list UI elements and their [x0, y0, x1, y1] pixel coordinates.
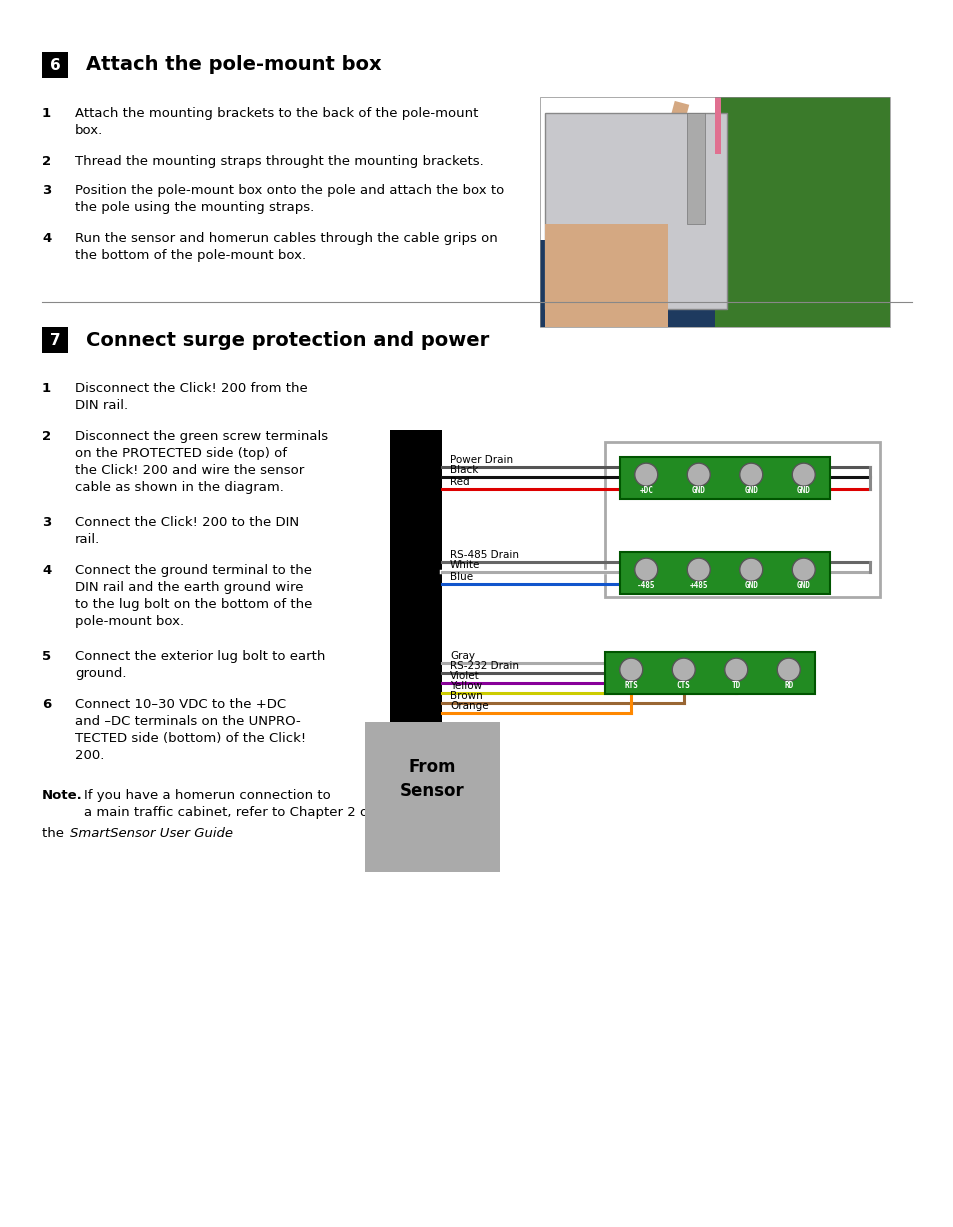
Text: Disconnect the Click! 200 from the
DIN rail.: Disconnect the Click! 200 from the DIN r… [75, 382, 308, 412]
Circle shape [619, 658, 642, 681]
Bar [604, 442, 879, 598]
Bar [365, 721, 499, 872]
Circle shape [724, 658, 747, 681]
Bar [714, 97, 720, 155]
Text: -485: -485 [637, 582, 655, 590]
Text: 6: 6 [42, 698, 51, 710]
Bar [539, 97, 889, 328]
Text: Brown: Brown [450, 691, 482, 701]
Text: 3: 3 [42, 184, 51, 198]
Text: CTS: CTS [676, 681, 690, 690]
Text: Blue: Blue [450, 572, 473, 582]
Bar [619, 552, 829, 594]
Bar [714, 97, 889, 328]
Bar [42, 52, 68, 79]
Text: 5: 5 [42, 650, 51, 663]
Text: Attach the mounting brackets to the back of the pole-mount
box.: Attach the mounting brackets to the back… [75, 107, 477, 137]
Text: 7: 7 [50, 333, 60, 347]
Text: +485: +485 [689, 582, 707, 590]
Circle shape [672, 658, 695, 681]
Bar [644, 101, 688, 216]
Text: Attach the pole-mount box: Attach the pole-mount box [86, 55, 381, 75]
Text: Power Drain: Power Drain [450, 455, 513, 465]
Text: Run the sensor and homerun cables through the cable grips on
the bottom of the p: Run the sensor and homerun cables throug… [75, 232, 497, 263]
Circle shape [739, 558, 762, 582]
Text: RS-232 Drain: RS-232 Drain [450, 661, 518, 671]
Bar [42, 328, 68, 353]
Text: Connect surge protection and power: Connect surge protection and power [86, 330, 489, 350]
Text: White: White [450, 560, 480, 571]
Bar [619, 456, 829, 499]
Text: Gray: Gray [450, 652, 475, 661]
Text: Disconnect the green screw terminals
on the PROTECTED side (top) of
the Click! 2: Disconnect the green screw terminals on … [75, 429, 328, 494]
Text: GND: GND [691, 486, 705, 494]
Text: RD: RD [783, 681, 793, 690]
Text: Connect the ground terminal to the
DIN rail and the earth ground wire
to the lug: Connect the ground terminal to the DIN r… [75, 564, 312, 628]
Bar [544, 223, 667, 328]
Text: Connect the exterior lug bolt to earth
ground.: Connect the exterior lug bolt to earth g… [75, 650, 325, 680]
Text: 1: 1 [42, 107, 51, 120]
Circle shape [634, 463, 657, 486]
Bar [390, 442, 441, 721]
Text: Black: Black [450, 465, 477, 475]
Text: 6: 6 [50, 58, 60, 72]
Text: +DC: +DC [639, 486, 653, 494]
Text: Yellow: Yellow [450, 681, 481, 691]
Bar [604, 652, 814, 694]
Bar [390, 595, 441, 652]
Text: Connect 10–30 VDC to the +DC
and –DC terminals on the UNPRO-
TECTED side (bottom: Connect 10–30 VDC to the +DC and –DC ter… [75, 698, 306, 762]
Circle shape [791, 558, 815, 582]
Circle shape [791, 463, 815, 486]
Text: Red: Red [450, 477, 469, 487]
Bar [686, 113, 704, 223]
Circle shape [634, 558, 657, 582]
Text: 1: 1 [42, 382, 51, 395]
Text: 2: 2 [42, 429, 51, 443]
Text: GND: GND [743, 486, 758, 494]
Text: RS-485 Drain: RS-485 Drain [450, 550, 518, 560]
Circle shape [777, 658, 800, 681]
Text: From
Sensor: From Sensor [399, 757, 464, 800]
Text: RTS: RTS [623, 681, 638, 690]
Text: .: . [225, 827, 229, 840]
Bar [539, 239, 889, 328]
Text: 3: 3 [42, 517, 51, 529]
Bar [544, 113, 726, 309]
Text: 4: 4 [42, 232, 51, 245]
Text: GND: GND [743, 582, 758, 590]
Text: 4: 4 [42, 564, 51, 577]
Text: Connect the Click! 200 to the DIN
rail.: Connect the Click! 200 to the DIN rail. [75, 517, 299, 546]
Circle shape [739, 463, 762, 486]
Text: Note.: Note. [42, 789, 83, 802]
Text: Thread the mounting straps throught the mounting brackets.: Thread the mounting straps throught the … [75, 155, 483, 168]
Circle shape [686, 463, 709, 486]
Text: the: the [42, 827, 69, 840]
Text: 2: 2 [42, 155, 51, 168]
Text: SmartSensor User Guide: SmartSensor User Guide [70, 827, 233, 840]
Text: GND: GND [796, 582, 810, 590]
Bar [390, 429, 441, 442]
Text: If you have a homerun connection to
a main traffic cabinet, refer to Chapter 2 o: If you have a homerun connection to a ma… [84, 789, 373, 818]
Text: Violet: Violet [450, 671, 479, 681]
Text: Position the pole-mount box onto the pole and attach the box to
the pole using t: Position the pole-mount box onto the pol… [75, 184, 504, 213]
Circle shape [686, 558, 709, 582]
Text: Orange: Orange [450, 701, 488, 710]
Text: GND: GND [796, 486, 810, 494]
Text: TD: TD [731, 681, 740, 690]
